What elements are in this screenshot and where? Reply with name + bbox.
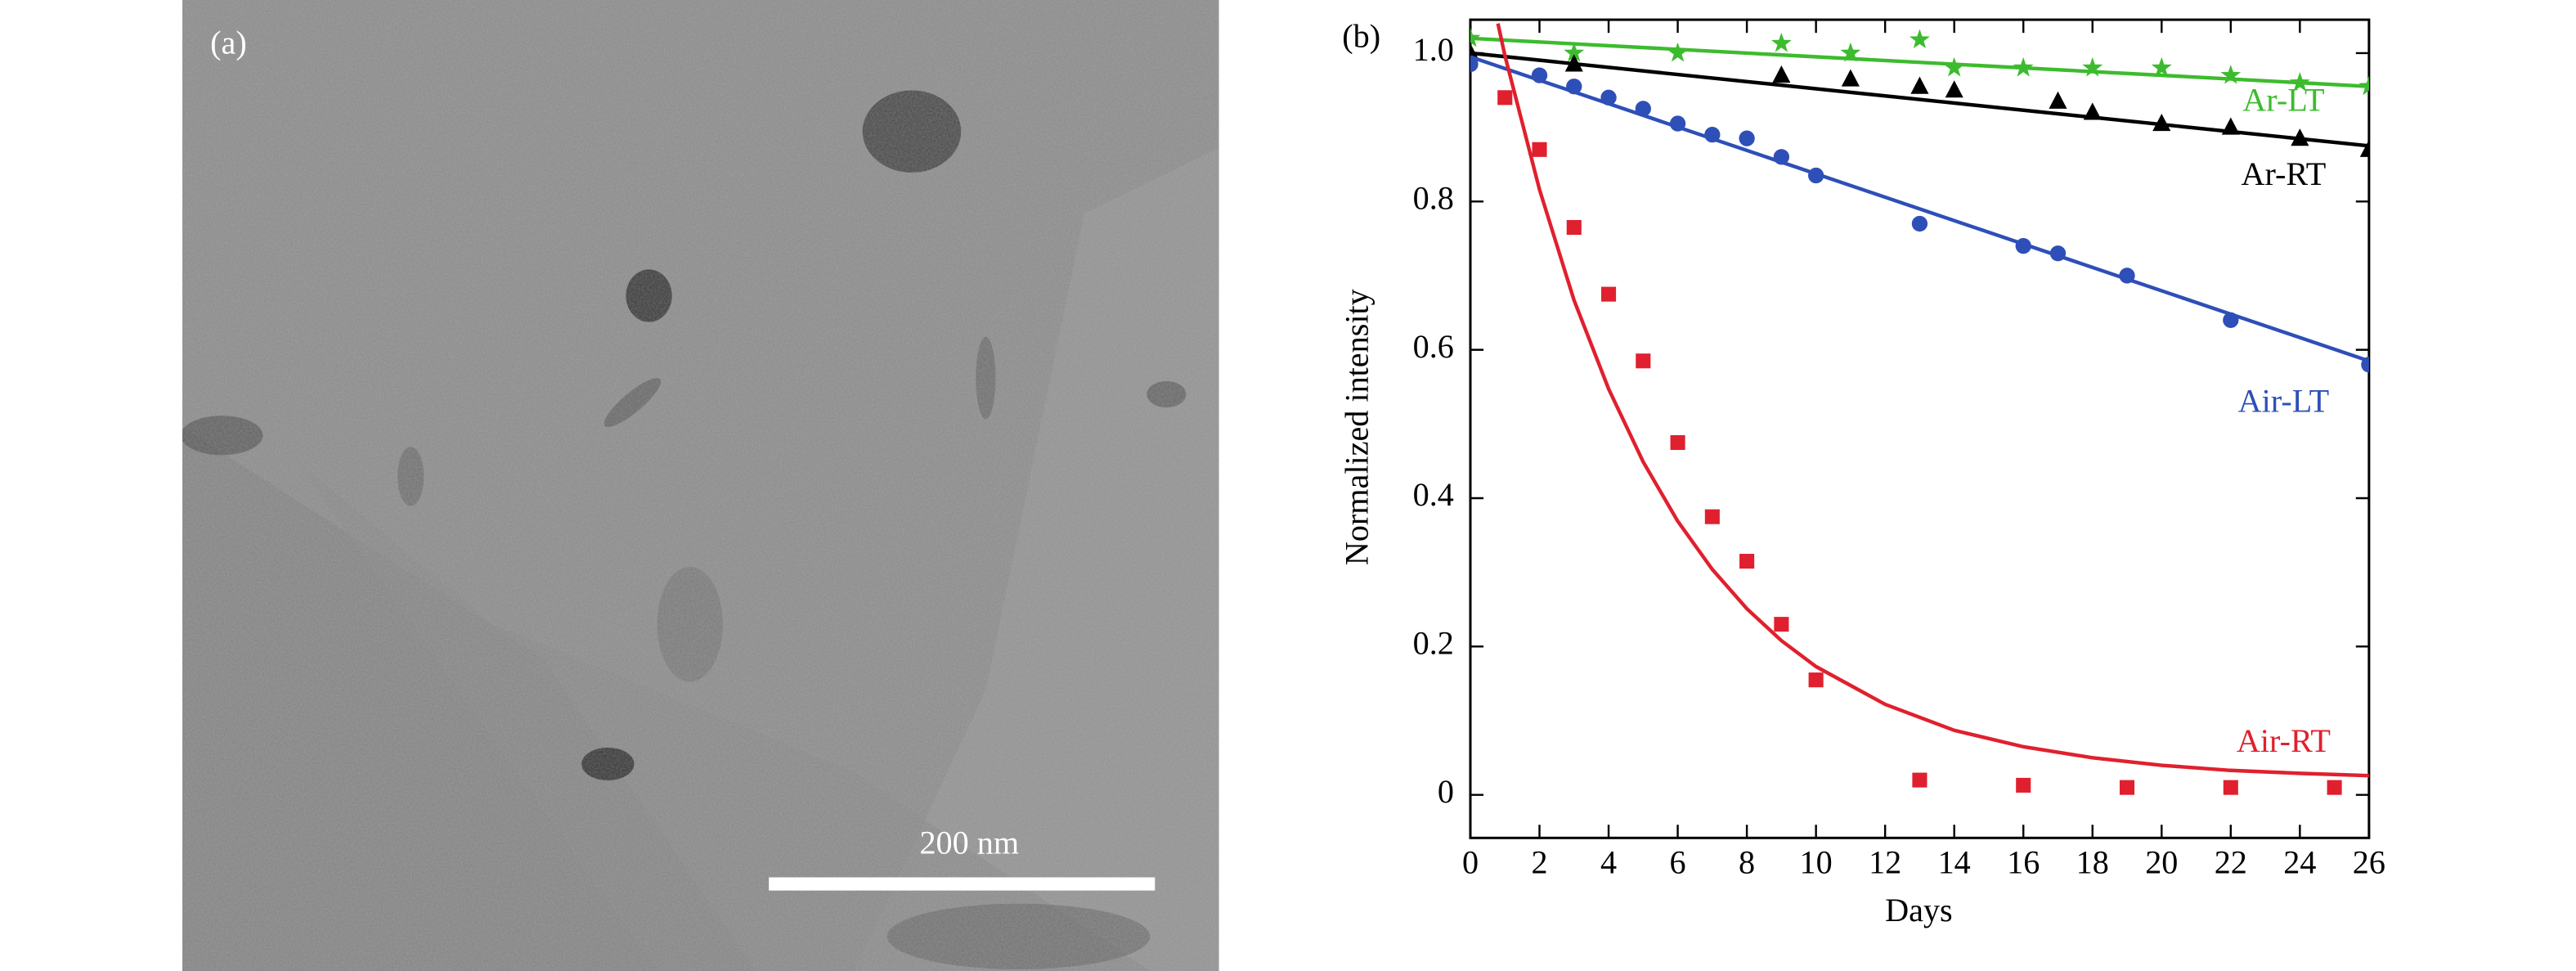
y-axis-label: Normalized intensity: [1339, 289, 1376, 565]
y-tick-label: 0.8: [1413, 179, 1454, 216]
point: [1944, 56, 1965, 77]
point: [1704, 509, 1720, 524]
plot-area: [1470, 23, 2369, 795]
x-tick-label: 14: [1938, 844, 1971, 881]
series-label: Ar-LT: [2242, 82, 2324, 119]
scale-bar-label: 200 nm: [919, 825, 1019, 861]
point: [1840, 42, 1861, 62]
point: [2358, 75, 2369, 96]
point: [2049, 245, 2067, 262]
point: [1564, 42, 1585, 62]
point: [1912, 772, 1928, 788]
series-label: Ar-RT: [2241, 155, 2326, 192]
point: [2220, 65, 2242, 84]
point: [1739, 554, 1755, 569]
point: [1497, 90, 1513, 106]
point: [2083, 102, 2102, 120]
point: [1841, 69, 1860, 87]
point: [1601, 286, 1617, 302]
x-tick-label: 4: [1600, 844, 1617, 881]
panel-label: (a): [210, 24, 247, 61]
fit-line: [1470, 36, 2369, 88]
y-tick-label: 0.2: [1413, 625, 1454, 662]
fit-line: [1470, 51, 2369, 148]
point: [2016, 777, 2031, 793]
point: [1600, 89, 1617, 106]
y-tick-label: 0: [1438, 773, 1454, 810]
y-tick-label: 0.6: [1413, 328, 1454, 365]
x-tick-label: 22: [2215, 844, 2247, 881]
x-tick-label: 0: [1462, 844, 1479, 881]
point: [2289, 72, 2310, 92]
point: [1532, 142, 1547, 157]
point: [1910, 76, 1929, 94]
point: [1945, 80, 1963, 98]
point: [2359, 139, 2369, 157]
point: [1771, 32, 1792, 52]
point: [2327, 780, 2342, 795]
point: [1774, 617, 1789, 632]
point: [2361, 357, 2369, 373]
micrograph: 200 nm (a): [182, 0, 1219, 971]
point: [2119, 780, 2135, 795]
point: [1531, 67, 1548, 83]
point: [2223, 312, 2239, 329]
point: [1807, 167, 1824, 184]
point: [2152, 114, 2171, 132]
point: [1636, 353, 1651, 369]
series-label: Air-RT: [2237, 722, 2331, 759]
point: [1470, 56, 1479, 73]
point: [1911, 215, 1928, 232]
plot-frame: [1469, 18, 2371, 839]
point: [1669, 115, 1686, 132]
point: [2013, 56, 2034, 77]
x-tick-label: 18: [2076, 844, 2109, 881]
fit-line: [1496, 23, 2369, 778]
point: [2015, 238, 2031, 254]
x-tick-label: 6: [1670, 844, 1686, 881]
point: [2082, 56, 2103, 77]
point: [1704, 127, 1721, 143]
point: [2223, 780, 2238, 795]
x-tick-label: 12: [1869, 844, 1901, 881]
panel-label: (b): [1342, 17, 1380, 54]
x-tick-label: 16: [2007, 844, 2040, 881]
y-tick-label: 1.0: [1413, 31, 1454, 68]
point: [1635, 101, 1651, 117]
point: [1566, 79, 1582, 95]
point: [1739, 130, 1755, 146]
point: [1773, 149, 1790, 165]
point: [2291, 128, 2309, 146]
point: [1667, 42, 1688, 62]
fit-line: [1470, 55, 2369, 363]
y-tick-label: 0.4: [1413, 476, 1454, 513]
x-tick-label: 26: [2353, 844, 2385, 881]
point: [1670, 434, 1685, 451]
point: [2151, 56, 2172, 77]
point: [1808, 672, 1824, 688]
point: [1566, 219, 1582, 236]
point: [2119, 267, 2135, 284]
series-label: Air-LT: [2238, 382, 2329, 419]
point: [1909, 29, 1930, 49]
point: [1772, 65, 1791, 83]
x-tick-label: 2: [1531, 844, 1547, 881]
point: [2221, 117, 2240, 135]
x-tick-label: 10: [1800, 844, 1833, 881]
x-tick-label: 24: [2283, 844, 2316, 881]
x-tick-label: 20: [2145, 844, 2178, 881]
x-axis-label: Days: [1885, 892, 1953, 928]
x-tick-label: 8: [1739, 844, 1755, 881]
point: [2049, 91, 2067, 109]
point: [1470, 27, 1481, 47]
point: [1564, 54, 1583, 72]
